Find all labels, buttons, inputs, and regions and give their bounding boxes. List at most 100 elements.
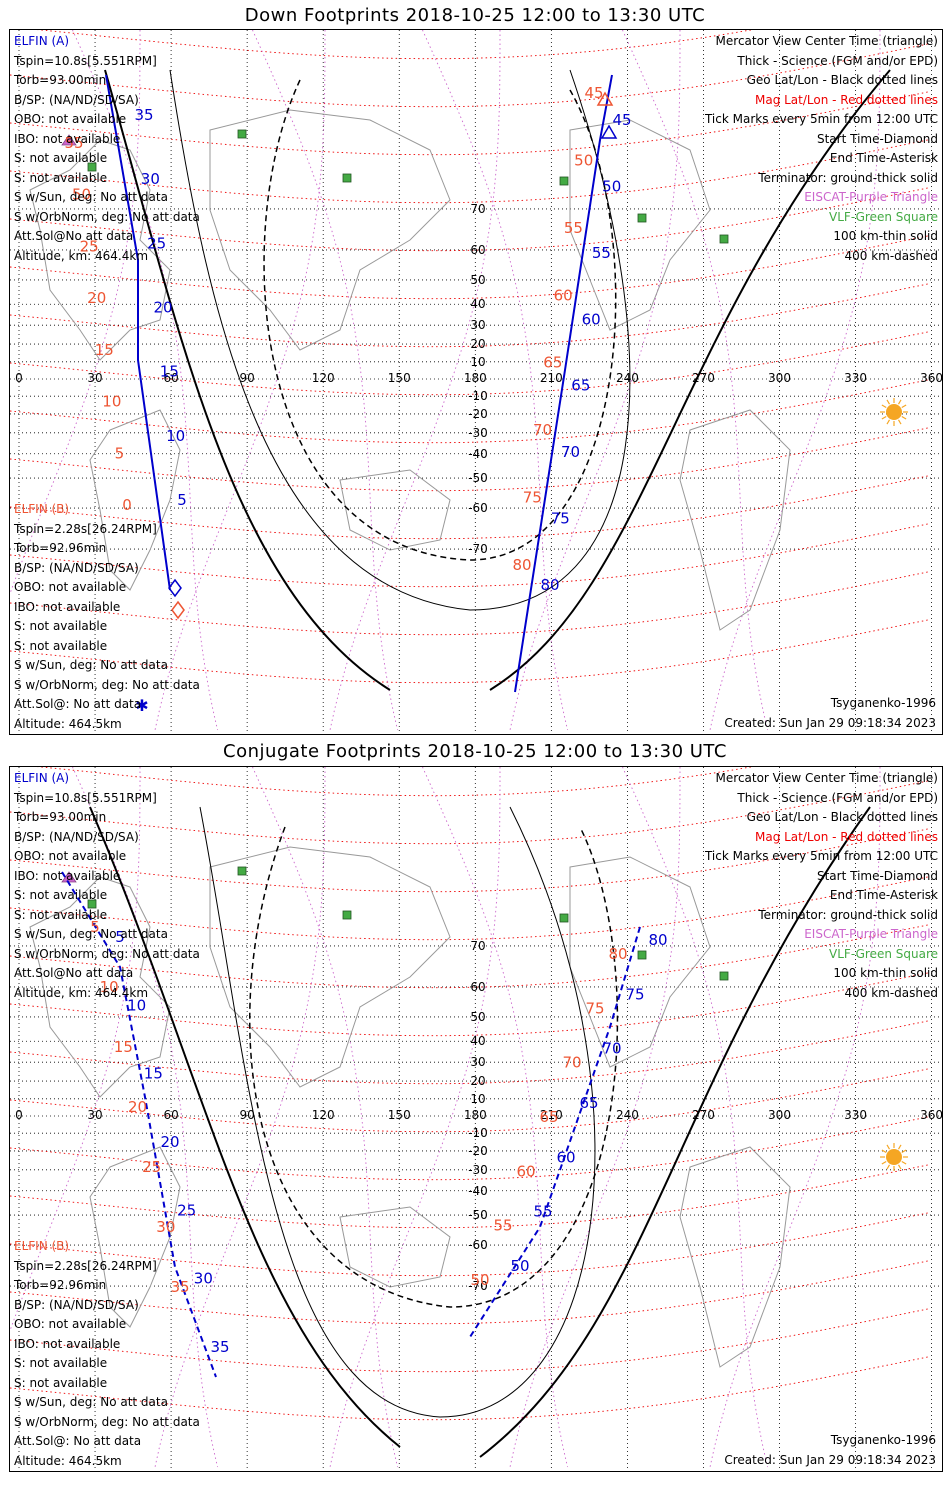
coastline	[339, 469, 451, 551]
elfin-a-tick-label: 45	[612, 111, 631, 129]
elfin-b-altitude: Altitude: 464.5km	[14, 1453, 122, 1468]
mag-lat-line	[10, 1068, 931, 1133]
legend-vlf: VLF-Green Square	[829, 946, 938, 961]
coastline	[209, 109, 451, 351]
legend-400km: 400 km-dashed	[844, 985, 938, 1000]
elfin-a-bsp: B/SP: (NA/ND/SD/SA)	[14, 829, 139, 844]
terminator-curve	[104, 69, 391, 691]
lon-tick-label: 180	[464, 371, 487, 385]
legend-mag: Mag Lat/Lon - Red dotted lines	[754, 92, 938, 107]
legend-geo: Geo Lat/Lon - Black dotted lines	[746, 73, 938, 87]
elfin-a-tick-label: 70	[602, 1040, 621, 1058]
elfin-b-ibo: IBO: not available	[14, 1336, 121, 1351]
elfin-b-label: ELFIN (B)	[14, 1239, 70, 1253]
elfin-b-tick-label: 70	[562, 1054, 581, 1072]
elfin-b-tspin: Tspin=2.28s[26.24RPM]	[14, 1258, 157, 1273]
elfin-b-sun: S w/Sun, deg: No att data	[14, 1395, 168, 1409]
elfin-b-tick-label: 60	[516, 1162, 535, 1180]
elfin-a-s2: S: not available	[14, 907, 108, 922]
center-time-triangle	[600, 124, 618, 139]
sun-icon	[880, 1143, 908, 1171]
elfin-b-tick-label: 80	[608, 945, 627, 963]
legend-100km: 100 km-thin solid	[833, 966, 938, 980]
legend-eiscat: EISCAT-Purple Triangle	[804, 190, 938, 204]
elfin-a-tick-label: 70	[561, 443, 580, 461]
coastline	[89, 1146, 181, 1328]
elfin-a-attsol: Att.Sol@No att data	[14, 229, 134, 243]
elfin-a-sun: S w/Sun, deg: No att data	[14, 190, 168, 204]
mag-lat-line	[36, 767, 754, 797]
mag-lat-line	[10, 139, 931, 204]
elfin-b-obo: OBO: not available	[14, 1317, 127, 1331]
elfin-a-tick-label: 15	[144, 1065, 163, 1083]
mag-lat-line	[10, 187, 931, 252]
elfin-b-tick-label: 50	[470, 1271, 489, 1289]
elfin-a-tick-label: 15	[160, 363, 179, 381]
lon-tick-label: 90	[240, 371, 255, 385]
elfin-a-tick-label: 5	[177, 491, 187, 509]
elfin-a-tick-label: 50	[510, 1257, 529, 1275]
elfin-a-tick-label: 25	[147, 234, 166, 252]
lat-tick-label: -10	[468, 1126, 488, 1140]
elfin-a-orbnorm: S w/OrbNorm, deg: No att data	[14, 946, 200, 961]
terminator-curve	[89, 806, 401, 1448]
elfin-a-info: ELFIN (A) Tspin=10.8s[5.551RPM] Torb=93.…	[14, 32, 200, 266]
lat-tick-label: -30	[468, 426, 488, 440]
elfin-a-obo: OBO: not available	[14, 112, 127, 126]
coastline	[569, 856, 711, 1068]
lat-tick-label: 60	[470, 980, 485, 994]
panel-title: Conjugate Footprints 2018-10-25 12:00 to…	[223, 741, 727, 762]
created-timestamp: Created: Sun Jan 29 09:18:34 2023	[724, 1453, 936, 1467]
elfin-b-orbnorm: S w/OrbNorm, deg: No att data	[14, 1414, 200, 1429]
vlf-station-square	[719, 234, 729, 244]
elfin-b-bsp: B/SP: (NA/ND/SD/SA)	[14, 560, 139, 575]
mag-lat-line	[10, 235, 931, 300]
elfin-a-tick-label: 30	[194, 1270, 213, 1288]
elfin-a-altitude: Altitude, km: 464.4km	[14, 248, 149, 263]
lat-tick-label: 10	[470, 355, 485, 369]
legend-terminator: Terminator: ground-thick solid	[758, 907, 938, 922]
coastline	[29, 876, 171, 1098]
coastline	[679, 409, 791, 631]
mag-lon-line	[252, 767, 398, 1468]
elfin-a-attsol: Att.Sol@No att data	[14, 966, 134, 980]
footprint-100km	[199, 806, 596, 1418]
lat-tick-label: -70	[468, 1279, 488, 1293]
elfin-a-tick-label: 35	[210, 1338, 229, 1356]
map-legend: Mercator View Center Time (triangle) Thi…	[705, 32, 938, 266]
mag-lon-line	[252, 30, 398, 731]
elfin-b-tick-label: 50	[72, 186, 91, 204]
lat-tick-label: -20	[468, 1144, 488, 1158]
elfin-b-tick-label: 55	[493, 1217, 512, 1235]
coastline	[89, 409, 181, 591]
terminator-curve	[489, 69, 891, 691]
lat-tick-label: -20	[468, 407, 488, 421]
lon-tick-label: 330	[844, 1108, 867, 1122]
mag-lat-line	[10, 828, 931, 893]
model-credit: Tsyganenko-1996	[830, 1433, 936, 1447]
elfin-a-track-west	[105, 74, 171, 591]
elfin-b-s1: S: not available	[14, 1356, 108, 1370]
lon-tick-label: 0	[15, 1108, 23, 1122]
elfin-b-tick-label: 20	[128, 1098, 147, 1116]
elfin-a-label: ELFIN (A)	[14, 771, 70, 785]
elfin-b-tick-label: 5	[115, 444, 125, 462]
mag-lat-line	[10, 619, 931, 684]
elfin-a-tick-label: 20	[153, 299, 172, 317]
lon-tick-label: 90	[240, 1108, 255, 1122]
elfin-a-track-east	[469, 926, 641, 1338]
lon-tick-label: 60	[163, 371, 178, 385]
legend-view: Mercator View Center Time (triangle)	[715, 771, 938, 785]
mag-lat-line	[10, 43, 931, 108]
elfin-a-tick-label: 65	[571, 377, 590, 395]
lon-tick-label: 180	[464, 1108, 487, 1122]
legend-100km: 100 km-thin solid	[833, 229, 938, 243]
elfin-b-attsol: Att.Sol@: No att data	[14, 1434, 142, 1448]
elfin-a-tick-label: 5	[115, 928, 125, 946]
legend-start: Start Time-Diamond	[816, 131, 938, 146]
lon-tick-label: 150	[388, 1108, 411, 1122]
legend-ticks: Tick Marks every 5min from 12:00 UTC	[704, 849, 938, 863]
terminator-curve	[479, 806, 871, 1458]
lon-tick-label: 150	[388, 371, 411, 385]
mag-lat-line	[10, 1116, 931, 1181]
